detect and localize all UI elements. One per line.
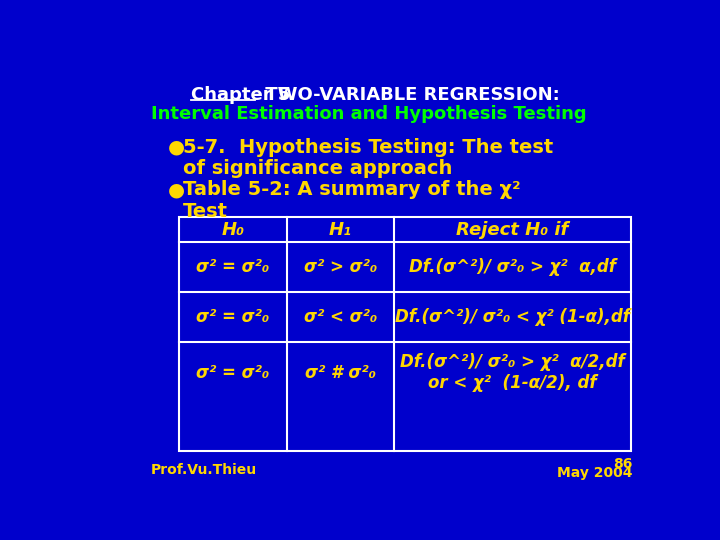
Text: 5-7.  Hypothesis Testing: The test: 5-7. Hypothesis Testing: The test <box>183 138 553 157</box>
Text: H₀: H₀ <box>222 220 245 239</box>
Text: TWO-VARIABLE REGRESSION:: TWO-VARIABLE REGRESSION: <box>259 86 559 104</box>
Text: σ² = σ²₀: σ² = σ²₀ <box>197 364 269 382</box>
Text: or < χ²  (1-α/2), df: or < χ² (1-α/2), df <box>428 374 597 392</box>
Text: σ² = σ²₀: σ² = σ²₀ <box>197 308 269 326</box>
Text: σ² # σ²₀: σ² # σ²₀ <box>305 364 376 382</box>
Text: Reject H₀ if: Reject H₀ if <box>456 220 569 239</box>
Text: ●: ● <box>168 138 184 157</box>
Text: Prof.Vu.Thieu: Prof.Vu.Thieu <box>150 463 256 477</box>
Text: Table 5-2: A summary of the χ²: Table 5-2: A summary of the χ² <box>183 180 521 199</box>
Text: Chapter 5: Chapter 5 <box>191 86 290 104</box>
Text: σ² < σ²₀: σ² < σ²₀ <box>304 308 377 326</box>
Text: ●: ● <box>168 180 184 199</box>
Bar <box>179 217 631 451</box>
Text: σ² = σ²₀: σ² = σ²₀ <box>197 258 269 276</box>
Text: σ² > σ²₀: σ² > σ²₀ <box>304 258 377 276</box>
Text: May 2004: May 2004 <box>557 466 632 480</box>
Text: Df.(σ^²)/ σ²₀ < χ² (1-α),df: Df.(σ^²)/ σ²₀ < χ² (1-α),df <box>395 308 630 326</box>
Text: Df.(σ^²)/ σ²₀ > χ²  α,df: Df.(σ^²)/ σ²₀ > χ² α,df <box>409 258 616 276</box>
Text: 86: 86 <box>613 457 632 471</box>
Text: of significance approach: of significance approach <box>183 159 452 178</box>
Text: Df.(σ^²)/ σ²₀ > χ²  α/2,df: Df.(σ^²)/ σ²₀ > χ² α/2,df <box>400 353 625 372</box>
Text: Interval Estimation and Hypothesis Testing: Interval Estimation and Hypothesis Testi… <box>151 105 587 123</box>
Text: H₁: H₁ <box>329 220 352 239</box>
Text: Test: Test <box>183 202 228 221</box>
